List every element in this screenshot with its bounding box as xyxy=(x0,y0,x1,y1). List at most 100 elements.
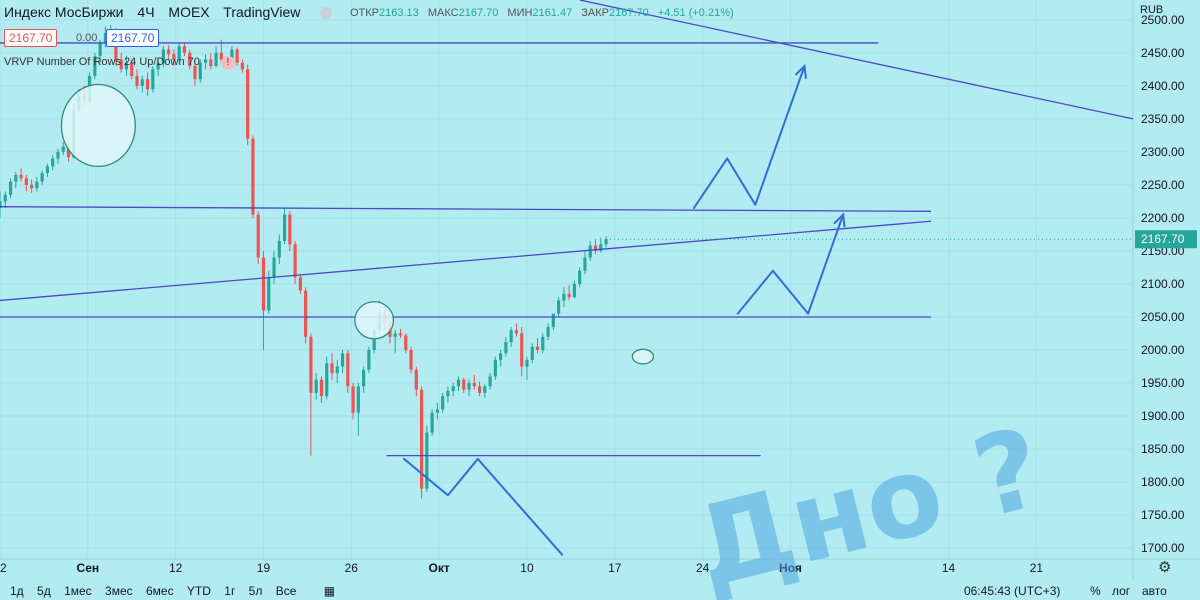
candle xyxy=(298,274,302,294)
candle-body xyxy=(203,59,208,63)
candle xyxy=(198,59,202,83)
candle xyxy=(151,66,155,93)
range-3m[interactable]: 3мес xyxy=(105,584,133,598)
ohlc-low-value: 2161.47 xyxy=(532,7,573,19)
candle-body xyxy=(488,376,492,387)
candle xyxy=(14,171,18,189)
arrow-mid-path xyxy=(736,213,845,315)
candle-body xyxy=(277,241,281,258)
calendar-icon[interactable]: ▦ xyxy=(323,584,336,598)
candle-body xyxy=(261,257,266,311)
candle xyxy=(367,346,371,374)
range-5d[interactable]: 5д xyxy=(37,584,51,598)
candle-body xyxy=(193,66,197,80)
candle-body xyxy=(214,52,218,67)
candle-body xyxy=(604,239,608,245)
candle xyxy=(393,330,397,354)
range-ytd[interactable]: YTD xyxy=(186,584,211,598)
range-1y[interactable]: 1г xyxy=(224,584,236,598)
range-1d[interactable]: 1д xyxy=(10,584,24,598)
candle xyxy=(35,176,39,192)
candle xyxy=(325,356,329,400)
candle-body xyxy=(51,158,55,167)
candle-body xyxy=(304,290,308,337)
candle xyxy=(572,280,576,299)
candle-body xyxy=(130,62,134,76)
candle xyxy=(562,287,566,308)
interval-label[interactable]: 4Ч xyxy=(137,4,155,20)
candle-body xyxy=(325,363,329,397)
ohlc-high-value: 2167.70 xyxy=(458,7,499,19)
x-tick-label: 14 xyxy=(942,561,956,575)
candle-body xyxy=(240,62,244,70)
x-tick-label: Сен xyxy=(77,561,100,575)
candle-body xyxy=(293,244,297,278)
currency-selector[interactable]: RUB xyxy=(1140,4,1164,16)
arrow-head xyxy=(833,212,846,228)
candle xyxy=(240,59,244,73)
range-6m[interactable]: 6мес xyxy=(145,584,174,598)
candle-body xyxy=(24,178,28,185)
candle-body xyxy=(351,386,355,413)
indicator-legend[interactable]: VRVP Number Of Rows 24 Up/Down 70 ! xyxy=(4,56,235,70)
candle-body xyxy=(267,277,271,311)
y-tick-label: 2100.00 xyxy=(1141,277,1185,291)
candle xyxy=(130,59,134,80)
y-tick-label: 2350.00 xyxy=(1141,112,1185,126)
candle-body xyxy=(140,79,144,86)
candle xyxy=(493,356,497,380)
candle xyxy=(251,135,255,218)
candle-body xyxy=(367,349,371,370)
candle-body xyxy=(135,75,139,86)
warning-icon[interactable]: ! xyxy=(220,56,235,70)
gear-icon[interactable]: ⚙ xyxy=(1158,559,1172,576)
bubble-top xyxy=(60,83,136,168)
auto-toggle[interactable]: авто xyxy=(1142,584,1167,598)
buy-price-button[interactable]: 2167.70 xyxy=(106,29,160,47)
candle xyxy=(93,52,97,80)
candle xyxy=(430,409,434,436)
y-tick-label: 1900.00 xyxy=(1141,409,1185,423)
ohlc-readout: ОТКР2163.13 МАКС2167.70 МИН2161.47 ЗАКР2… xyxy=(350,7,734,19)
candle-body xyxy=(40,173,44,182)
range-all[interactable]: Все xyxy=(275,584,297,598)
candle xyxy=(404,333,408,354)
candle-body xyxy=(514,330,519,334)
candle xyxy=(414,366,418,397)
candle xyxy=(45,163,50,177)
candle xyxy=(541,333,545,354)
candle xyxy=(24,174,28,192)
candle xyxy=(293,241,297,284)
candle-body xyxy=(314,379,318,393)
status-dot-icon[interactable] xyxy=(320,7,333,20)
candle-body xyxy=(520,333,524,367)
range-5y[interactable]: 5л xyxy=(248,584,263,598)
candle xyxy=(525,356,529,380)
ohlc-high-label: МАКС xyxy=(427,7,459,19)
percent-toggle[interactable]: % xyxy=(1090,584,1101,598)
candle xyxy=(330,353,334,380)
ohlc-open-label: ОТКР xyxy=(350,7,380,19)
sell-price-button[interactable]: 2167.70 xyxy=(4,29,58,47)
candle xyxy=(340,349,345,374)
candle xyxy=(30,179,34,193)
x-tick-label: 24 xyxy=(696,561,710,575)
candle-body xyxy=(30,184,34,189)
candle xyxy=(520,326,524,377)
log-toggle[interactable]: лог xyxy=(1112,584,1131,598)
x-tick-label: 10 xyxy=(520,561,534,575)
candle-body xyxy=(235,49,239,63)
current-price-tag xyxy=(1135,230,1197,249)
candle xyxy=(103,26,107,48)
candle xyxy=(261,250,266,350)
symbol-name[interactable]: Индекс МосБиржи xyxy=(4,4,124,20)
x-tick-label: 19 xyxy=(257,561,271,575)
candle-body xyxy=(335,366,339,374)
source-label: TradingView xyxy=(223,4,301,20)
candle-body xyxy=(151,69,155,90)
candle xyxy=(119,52,123,73)
range-1m[interactable]: 1мес xyxy=(64,584,92,598)
candle xyxy=(398,328,403,339)
candle-body xyxy=(172,54,176,60)
